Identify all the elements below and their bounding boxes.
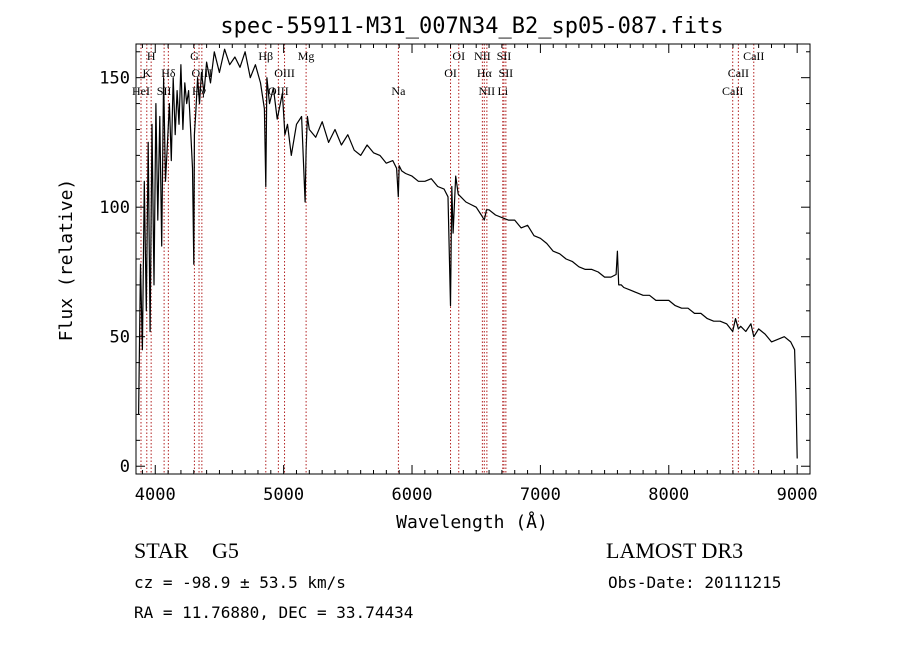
line-label-oiii: OIII <box>192 66 213 80</box>
line-label-sii: SII <box>497 49 512 63</box>
line-label-sii: SII <box>157 84 172 98</box>
line-label-hγ: Hγ <box>192 84 207 98</box>
x-tick-label-7000: 7000 <box>520 485 561 505</box>
line-label-k: K <box>142 66 151 80</box>
line-label-oi: OI <box>452 49 465 63</box>
line-label-oi: OI <box>444 66 457 80</box>
line-label-na: Na <box>391 84 406 98</box>
chart-title: spec-55911-M31_007N34_B2_sp05-087.fits <box>220 14 723 39</box>
ra-dec-coordinates: RA = 11.76880, DEC = 33.74434 <box>134 603 414 622</box>
x-tick-label-5000: 5000 <box>263 485 304 505</box>
line-label-hβ: Hβ <box>258 49 273 63</box>
plot-frame <box>135 43 811 475</box>
line-label-li: Li <box>497 84 508 98</box>
redshift-cz: cz = -98.9 ± 53.5 km/s <box>134 573 346 592</box>
x-tick-label-6000: 6000 <box>392 485 433 505</box>
line-label-hα: Hα <box>477 66 493 80</box>
observation-date: Obs-Date: 20111215 <box>608 573 782 592</box>
x-tick-label-9000: 9000 <box>777 485 818 505</box>
line-label-caii: CaII <box>743 49 764 63</box>
line-label-h: H <box>147 49 156 63</box>
line-label-caii: CaII <box>728 66 749 80</box>
axis-ticks <box>136 44 810 474</box>
y-axis-label: Flux (relative) <box>56 179 77 342</box>
survey-name: LAMOST DR3 <box>606 538 744 563</box>
x-axis-label: Wavelength (Å) <box>396 511 548 533</box>
line-label-mg: Mg <box>298 49 315 63</box>
object-subclass: G5 <box>212 538 239 563</box>
axis-tick-labels: 4000 5000 6000 7000 8000 9000 0 50 100 150 <box>99 69 817 505</box>
flux-series <box>138 48 798 459</box>
line-label-sii: SII <box>499 66 514 80</box>
line-label-caii: CaII <box>722 84 743 98</box>
line-label-nii: NII <box>474 49 491 63</box>
line-label-g: G <box>190 49 199 63</box>
line-label-nii: NII <box>479 84 496 98</box>
y-tick-label-50: 50 <box>110 328 130 348</box>
y-tick-label-100: 100 <box>99 198 130 218</box>
x-tick-label-8000: 8000 <box>648 485 689 505</box>
line-label-oiii: OIII <box>274 66 295 80</box>
flux-line <box>138 48 798 459</box>
object-class: STAR <box>134 538 189 563</box>
y-tick-label-150: 150 <box>99 69 130 89</box>
line-label-hδ: Hδ <box>161 66 176 80</box>
y-tick-label-0: 0 <box>120 457 130 477</box>
line-label-hei: HeI <box>132 84 150 98</box>
line-label-oiii: OIII <box>268 84 289 98</box>
x-tick-label-4000: 4000 <box>135 485 176 505</box>
emission-line-markers <box>140 44 755 474</box>
